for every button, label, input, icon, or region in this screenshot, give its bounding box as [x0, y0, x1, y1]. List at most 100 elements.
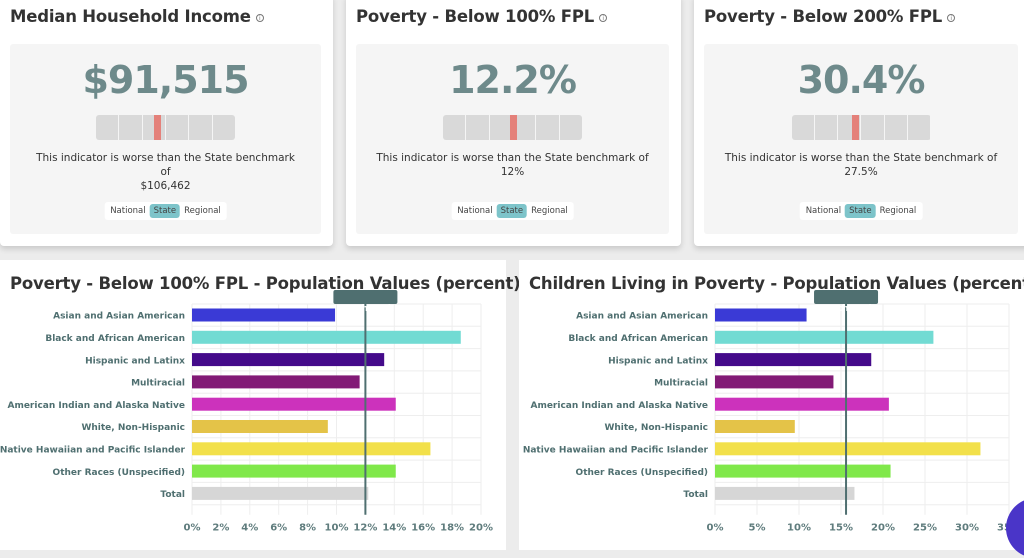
indicator-card: Poverty - Below 200% FPL i 30.4% This ind… — [694, 0, 1024, 246]
category-label: Multiracial — [654, 379, 708, 389]
category-label: American Indian and Alaska Native — [530, 401, 708, 411]
gauge-segment — [443, 115, 466, 140]
bar — [715, 353, 872, 367]
indicator-message: This indicator is worse than the State b… — [724, 152, 998, 164]
indicator-box: 30.4% This indicator is worse than the S… — [704, 44, 1018, 234]
gauge-segment — [884, 115, 908, 140]
bar — [715, 330, 934, 344]
gauge-segment — [814, 115, 838, 140]
gauge-segment — [791, 115, 814, 140]
indicator-message: This indicator is worse than the State b… — [36, 152, 295, 178]
bar — [192, 353, 385, 367]
x-tick-label: 0% — [707, 523, 724, 534]
category-label: Asian and Asian American — [53, 312, 185, 322]
category-label: Other Races (Unspecified) — [53, 468, 185, 478]
benchmark-label: Benchmark — [337, 304, 395, 314]
toggle-regional[interactable]: Regional — [531, 206, 568, 216]
gauge-segment — [96, 115, 119, 140]
x-tick-label: 12% — [353, 523, 377, 534]
bar — [192, 308, 336, 322]
bar-chart: 0% 2% 4% 6% 8% 10% 12% 14% 16% 18% 20% Asian and As… — [0, 290, 493, 534]
gauge-segment — [861, 115, 884, 140]
bar — [192, 330, 461, 344]
gauge-marker — [154, 115, 162, 140]
x-tick-label: 8% — [299, 523, 316, 534]
benchmark-toggle: National State Regional — [451, 202, 574, 220]
gauge-segment — [512, 115, 536, 140]
bar — [715, 308, 807, 322]
x-tick-label: 6% — [270, 523, 287, 534]
category-label: White, Non-Hispanic — [81, 423, 185, 433]
x-tick-label: 25% — [913, 523, 937, 534]
card-title: Median Household Income — [10, 7, 251, 26]
x-tick-label: 30% — [955, 523, 979, 534]
bar — [192, 442, 431, 456]
x-tick-label: 15% — [829, 523, 853, 534]
toggle-state[interactable]: State — [845, 204, 876, 218]
category-label: Other Races (Unspecified) — [576, 468, 708, 478]
bar — [715, 420, 795, 433]
category-label: Multiracial — [131, 379, 185, 389]
x-tick-label: 0% — [184, 523, 201, 534]
category-label: Native Hawaiian and Pacific Islander — [0, 445, 186, 455]
x-tick-label: 16% — [411, 523, 435, 534]
bar — [715, 486, 855, 500]
benchmark-gauge — [791, 115, 931, 140]
bar — [192, 397, 396, 411]
info-icon[interactable]: i — [947, 13, 956, 22]
toggle-regional[interactable]: Regional — [879, 206, 917, 216]
gauge-segment — [165, 115, 189, 140]
bar — [715, 442, 981, 456]
gauge-segment — [559, 115, 582, 140]
gauge-segment — [119, 115, 142, 140]
gauge-segment — [212, 115, 235, 140]
category-label: Native Hawaiian and Pacific Islander — [523, 445, 709, 455]
gauge-segment — [908, 115, 931, 140]
toggle-national[interactable]: National — [110, 206, 146, 216]
gauge-segment — [536, 115, 559, 140]
category-label: Asian and Asian American — [576, 312, 708, 322]
gauge-marker — [852, 115, 860, 140]
x-tick-label: 20% — [469, 523, 493, 534]
bar — [192, 375, 360, 389]
toggle-national[interactable]: National — [457, 206, 493, 216]
category-label: Total — [160, 490, 185, 500]
category-label: Total — [683, 490, 708, 500]
bar — [715, 464, 891, 478]
info-icon[interactable]: i — [255, 13, 264, 22]
x-tick-label: 10% — [787, 523, 811, 534]
benchmark-label-bg — [814, 290, 879, 304]
benchmark-label: Benchmark — [818, 304, 876, 314]
x-tick-label: 5% — [749, 523, 766, 534]
toggle-state[interactable]: State — [149, 204, 181, 218]
bar-chart: 0%5%10%15%20%25%30%35%Asian and Asian Am… — [523, 290, 1021, 534]
benchmark-toggle: National State Regional — [799, 202, 923, 220]
x-tick-label: 4% — [241, 523, 258, 534]
toggle-regional[interactable]: Regional — [184, 206, 221, 216]
gauge-segment — [466, 115, 489, 140]
category-label: Hispanic and Latinx — [85, 356, 185, 366]
category-label: White, Non-Hispanic — [604, 423, 708, 433]
gauge-segment — [489, 115, 512, 140]
chart-title: Children Living in Poverty - Population … — [529, 274, 1024, 293]
x-tick-label: 10% — [325, 523, 349, 534]
bar — [715, 375, 834, 389]
indicator-card: Poverty - Below 100% FPL i 12.2% This ind… — [346, 0, 681, 246]
x-tick-label: 18% — [440, 523, 464, 534]
indicator-box: $91,515 This indicator is worse than the… — [10, 44, 321, 234]
card-title: Poverty - Below 200% FPL — [704, 7, 943, 26]
benchmark-gauge — [443, 115, 582, 140]
x-tick-label: 14% — [382, 523, 406, 534]
bar — [715, 397, 889, 411]
indicator-value: $91,515 — [82, 58, 249, 102]
bar — [192, 420, 328, 433]
indicator-box: 12.2% This indicator is worse than the S… — [356, 44, 669, 234]
category-label: American Indian and Alaska Native — [7, 401, 185, 411]
toggle-national[interactable]: National — [805, 206, 842, 216]
indicator-value: 12.2% — [449, 58, 577, 102]
x-tick-label: 2% — [212, 523, 229, 534]
toggle-state[interactable]: State — [496, 204, 528, 218]
info-icon[interactable]: i — [599, 13, 608, 22]
benchmark-toggle: National State Regional — [104, 202, 227, 220]
benchmark-value: $106,462 — [140, 180, 191, 192]
